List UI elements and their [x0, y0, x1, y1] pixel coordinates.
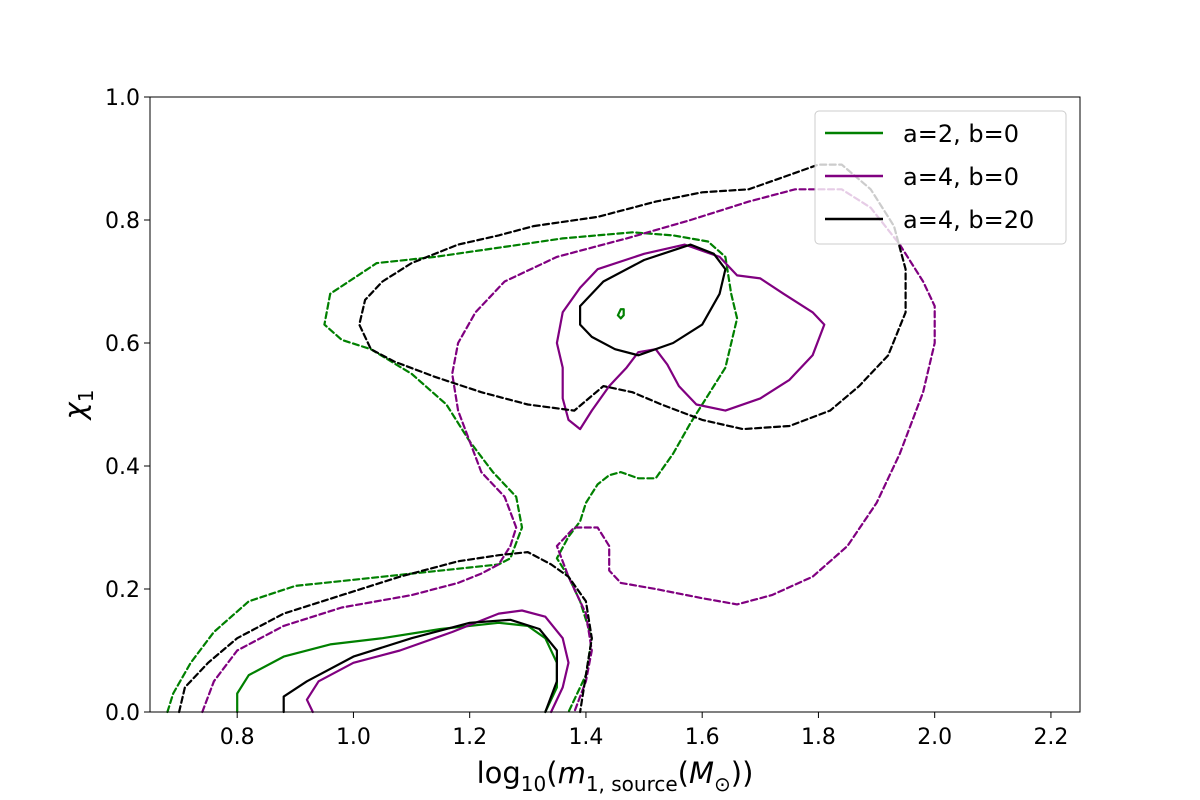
x-tick-label: 1.8 — [801, 725, 836, 750]
contour-solid-series-0-0 — [236, 621, 559, 714]
legend: a=2, b=0 a=4, b=0 a=4, b=20 — [814, 110, 1067, 245]
y-axis-ticks: 0.0 0.2 0.4 0.6 0.8 1.0 — [105, 86, 150, 726]
legend-box — [814, 110, 1067, 245]
plot-area-frame — [149, 96, 1081, 713]
x-tick-label: 0.8 — [220, 725, 255, 750]
y-tick-label: 0.0 — [105, 701, 140, 726]
contour-solid-series-0-1 — [616, 308, 625, 320]
contour-solid-series-1-0 — [305, 609, 570, 714]
contour-solid-series-2-0 — [282, 618, 559, 714]
x-tick-label: 1.2 — [452, 725, 487, 750]
y-tick-label: 0.2 — [105, 578, 140, 603]
legend-label: a=4, b=20 — [903, 206, 1034, 234]
y-tick-label: 1.0 — [105, 86, 140, 111]
contour-solid-series-1-1 — [555, 243, 826, 431]
x-axis-label: log10(m1, source(M⊙)) — [477, 756, 754, 796]
x-tick-label: 2.0 — [917, 725, 952, 750]
y-tick-label: 0.8 — [105, 209, 140, 234]
legend-label: a=2, b=0 — [903, 120, 1019, 148]
contour-lines — [166, 163, 936, 714]
contour-dashed-series-2-3 — [358, 163, 907, 431]
contour-dashed-series-0-2 — [166, 231, 739, 714]
x-tick-label: 1.6 — [685, 725, 720, 750]
contour-dashed-series-1-2 — [201, 188, 936, 714]
contour-solid-series-2-1 — [578, 243, 727, 357]
legend-label: a=4, b=0 — [903, 163, 1019, 191]
y-tick-label: 0.4 — [105, 455, 140, 480]
y-tick-label: 0.6 — [105, 332, 140, 357]
x-axis-ticks: 0.8 1.0 1.2 1.4 1.6 1.8 2.0 2.2 — [220, 712, 1068, 750]
contour-dashed-series-2-2 — [178, 550, 593, 714]
x-tick-label: 1.0 — [336, 725, 371, 750]
x-tick-label: 2.2 — [1033, 725, 1068, 750]
x-tick-label: 1.4 — [568, 725, 603, 750]
y-axis-label: χ1 — [58, 390, 98, 422]
